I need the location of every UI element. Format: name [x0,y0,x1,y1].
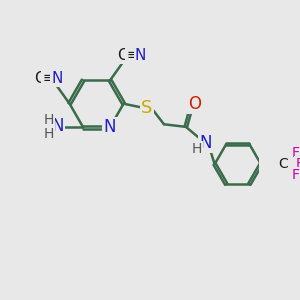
Text: F: F [296,157,300,171]
Text: N: N [135,48,146,63]
Text: ≡: ≡ [126,48,138,62]
Text: N: N [52,71,63,86]
Text: C: C [278,157,288,171]
Text: ≡: ≡ [42,71,54,85]
Text: C: C [118,48,128,63]
Text: N: N [200,134,212,152]
Text: H: H [43,127,53,141]
Text: C: C [34,71,44,86]
Text: H: H [43,113,53,127]
Text: H: H [191,142,202,156]
Text: F: F [291,168,299,182]
Text: N: N [104,118,116,136]
Text: F: F [291,146,299,160]
Text: S: S [141,99,152,117]
Text: N: N [52,117,64,135]
Text: O: O [188,95,201,113]
